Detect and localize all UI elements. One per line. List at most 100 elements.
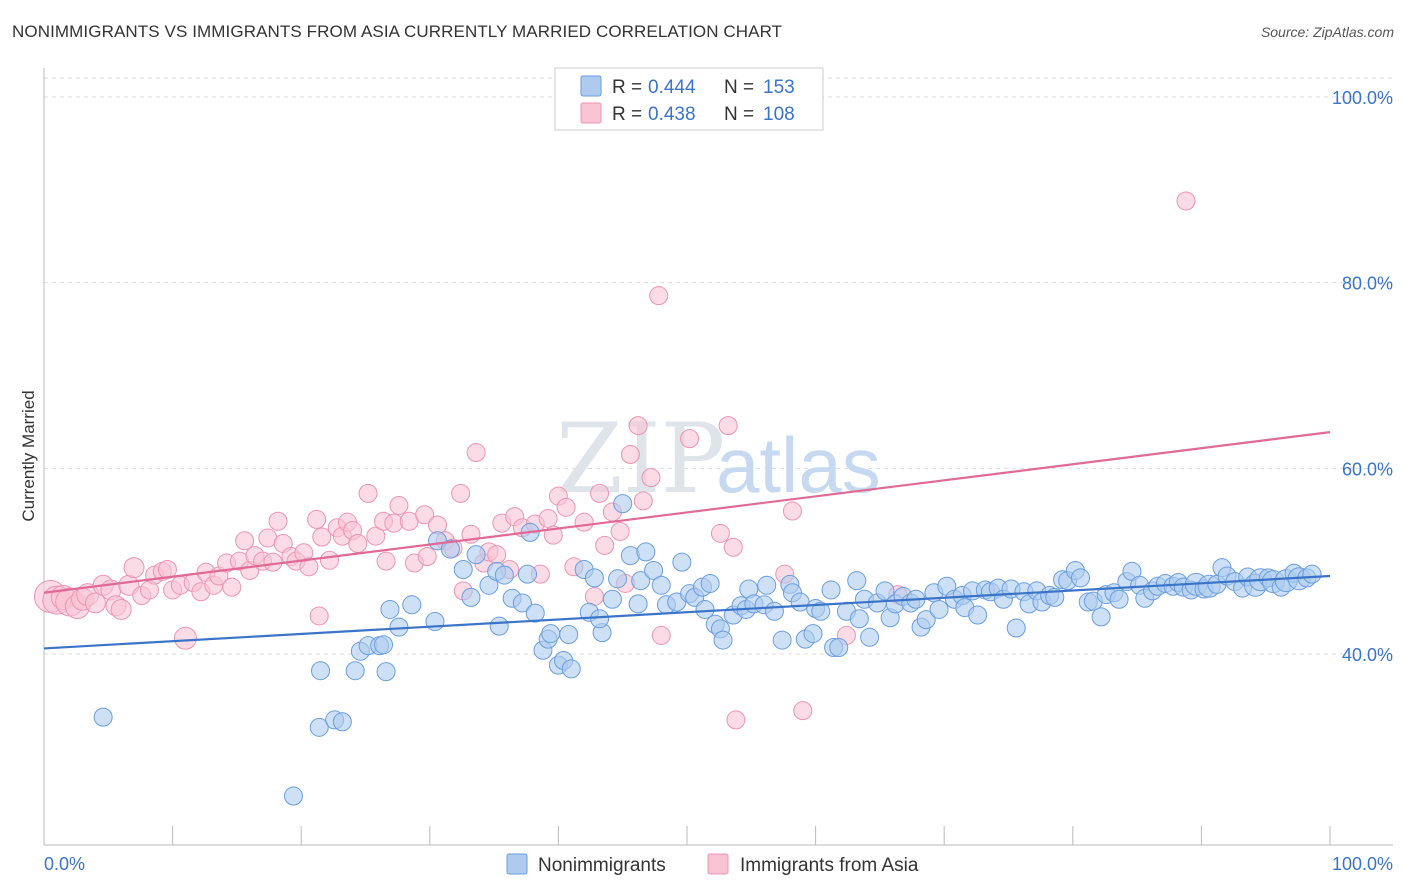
data-point-immigrants-from-asia: [651, 625, 671, 645]
stats-r-value: 0.444: [648, 77, 696, 98]
stats-n-value: 108: [763, 104, 795, 125]
data-point-nonimmigrants: [440, 539, 460, 559]
data-point-immigrants-from-asia: [782, 501, 802, 521]
data-point-nonimmigrants: [672, 552, 692, 572]
data-point-immigrants-from-asia: [415, 505, 435, 525]
data-point-nonimmigrants: [590, 609, 610, 629]
data-point-nonimmigrants: [380, 599, 400, 619]
legend-swatch-immigrants: [707, 853, 729, 875]
data-point-nonimmigrants: [283, 786, 303, 806]
axes: [43, 68, 1393, 846]
y-tick-labels: 40.0% 60.0% 80.0% 100.0%: [1332, 88, 1393, 665]
data-point-immigrants-from-asia: [307, 509, 327, 529]
data-point-immigrants-from-asia: [309, 606, 329, 626]
data-point-immigrants-from-asia: [793, 701, 813, 721]
data-point-nonimmigrants: [875, 581, 895, 601]
legend-label-immigrants: Immigrants from Asia: [740, 855, 919, 876]
data-point-immigrants-from-asia: [628, 416, 648, 436]
data-point-nonimmigrants: [772, 630, 792, 650]
data-point-nonimmigrants: [929, 599, 949, 619]
data-point-immigrants-from-asia: [641, 468, 661, 488]
data-point-immigrants-from-asia: [723, 537, 743, 557]
stats-swatch-pink: [580, 102, 602, 124]
data-point-nonimmigrants: [541, 624, 561, 644]
x-tick-label: 100.0%: [1332, 854, 1393, 874]
data-point-immigrants-from-asia: [466, 443, 486, 463]
data-point-immigrants-from-asia: [538, 508, 558, 528]
data-point-immigrants-from-asia: [376, 551, 396, 571]
data-point-nonimmigrants: [93, 707, 113, 727]
data-point-nonimmigrants: [847, 571, 867, 591]
data-point-immigrants-from-asia: [595, 535, 615, 555]
data-point-immigrants-from-asia: [710, 523, 730, 543]
data-point-immigrants-from-asia: [268, 511, 288, 531]
y-tick-label: 40.0%: [1342, 645, 1393, 665]
data-point-nonimmigrants: [764, 601, 784, 621]
chart-title: NONIMMIGRANTS VS IMMIGRANTS FROM ASIA CU…: [12, 22, 783, 41]
data-point-immigrants-from-asia: [319, 550, 339, 570]
data-point-nonimmigrants: [402, 595, 422, 615]
data-point-immigrants-from-asia: [299, 557, 319, 577]
stats-r-value: 0.438: [648, 104, 696, 125]
data-point-immigrants-from-asia: [84, 592, 106, 614]
data-point-immigrants-from-asia: [222, 577, 242, 597]
data-point-nonimmigrants: [1109, 589, 1129, 609]
x-tick-marks: [43, 826, 1331, 845]
data-point-immigrants-from-asia: [235, 531, 255, 551]
data-point-nonimmigrants: [651, 575, 671, 595]
stats-swatch-blue: [580, 75, 602, 97]
data-point-nonimmigrants: [628, 594, 648, 614]
data-point-immigrants-from-asia: [610, 521, 630, 541]
trend-line-nonimmigrants: [43, 574, 1331, 650]
stats-n-label: N =: [724, 77, 754, 98]
data-point-immigrants-from-asia: [157, 560, 177, 580]
data-point-immigrants-from-asia: [417, 547, 437, 567]
data-point-nonimmigrants: [310, 661, 330, 681]
data-point-nonimmigrants: [821, 580, 841, 600]
data-point-nonimmigrants: [489, 616, 509, 636]
data-point-nonimmigrants: [695, 599, 715, 619]
data-point-immigrants-from-asia: [726, 710, 746, 730]
data-point-nonimmigrants: [1045, 587, 1065, 607]
data-point-nonimmigrants: [494, 565, 514, 585]
data-point-nonimmigrants: [608, 569, 628, 589]
data-point-nonimmigrants: [584, 568, 604, 588]
data-point-nonimmigrants: [849, 609, 869, 629]
data-point-immigrants-from-asia: [123, 557, 145, 579]
data-point-nonimmigrants: [811, 601, 831, 621]
data-point-immigrants-from-asia: [556, 497, 576, 517]
data-point-nonimmigrants: [332, 712, 352, 732]
x-tick-label: 0.0%: [44, 854, 85, 874]
data-point-nonimmigrants: [461, 587, 481, 607]
data-point-nonimmigrants: [309, 717, 329, 737]
legend-label-nonimmigrants: Nonimmigrants: [538, 855, 666, 876]
data-point-nonimmigrants: [1071, 568, 1091, 588]
data-point-nonimmigrants: [713, 630, 733, 650]
data-point-immigrants-from-asia: [1176, 191, 1196, 211]
data-point-nonimmigrants: [376, 662, 396, 682]
data-point-immigrants-from-asia: [358, 483, 378, 503]
data-point-nonimmigrants: [602, 589, 622, 609]
data-point-immigrants-from-asia: [574, 512, 594, 532]
stats-r-label: R =: [612, 104, 642, 125]
data-point-immigrants-from-asia: [173, 626, 197, 650]
stats-n-label: N =: [724, 104, 754, 125]
data-point-nonimmigrants: [374, 635, 394, 655]
data-point-immigrants-from-asia: [366, 526, 386, 546]
data-point-immigrants-from-asia: [680, 429, 700, 449]
data-point-immigrants-from-asia: [487, 545, 507, 565]
data-point-immigrants-from-asia: [718, 416, 738, 436]
data-point-immigrants-from-asia: [451, 483, 471, 503]
data-point-immigrants-from-asia: [649, 286, 669, 306]
data-point-immigrants-from-asia: [312, 527, 332, 547]
data-point-nonimmigrants: [916, 610, 936, 630]
data-point-nonimmigrants: [345, 661, 365, 681]
data-point-nonimmigrants: [757, 575, 777, 595]
data-point-immigrants-from-asia: [620, 444, 640, 464]
data-point-nonimmigrants: [644, 560, 664, 580]
data-point-nonimmigrants: [860, 627, 880, 647]
data-point-immigrants-from-asia: [389, 495, 409, 515]
y-tick-label: 60.0%: [1342, 459, 1393, 479]
data-point-nonimmigrants: [1302, 564, 1322, 584]
data-point-nonimmigrants: [559, 625, 579, 645]
